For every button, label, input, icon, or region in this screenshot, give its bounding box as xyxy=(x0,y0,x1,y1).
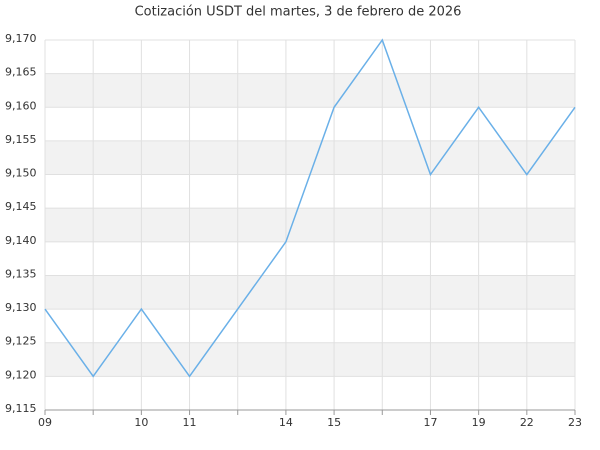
y-tick-label: 9,145 xyxy=(5,200,37,213)
grid-band xyxy=(45,140,575,175)
y-tick-label: 9,125 xyxy=(5,335,37,348)
y-tick-label: 9,115 xyxy=(5,402,37,415)
y-tick-label: 9,150 xyxy=(5,167,37,180)
y-tick-label: 9,170 xyxy=(5,32,37,45)
y-tick-label: 9,160 xyxy=(5,99,37,112)
y-tick-label: 9,135 xyxy=(5,267,37,280)
x-tick-label: 14 xyxy=(279,416,293,429)
y-tick-label: 9,140 xyxy=(5,234,37,247)
x-tick-label: 23 xyxy=(568,416,582,429)
y-tick-label: 9,130 xyxy=(5,301,37,314)
data-line xyxy=(44,38,576,378)
x-tick-label: 11 xyxy=(183,416,197,429)
y-tick-label: 9,155 xyxy=(5,133,37,146)
x-tick-label: 10 xyxy=(134,416,148,429)
x-tick-label: 15 xyxy=(327,416,341,429)
grid-band xyxy=(45,73,575,108)
y-tick-label: 9,165 xyxy=(5,66,37,79)
x-tick-label: 19 xyxy=(472,416,486,429)
chart-title: Cotización USDT del martes, 3 de febrero… xyxy=(135,5,462,20)
grid-band xyxy=(45,342,575,377)
grid-band xyxy=(45,208,575,242)
y-tick-label: 9,120 xyxy=(5,368,37,381)
x-tick-label: 22 xyxy=(520,416,534,429)
x-tick-label: 17 xyxy=(423,416,437,429)
x-tick-label: 09 xyxy=(38,416,52,429)
grid-band xyxy=(45,275,575,310)
